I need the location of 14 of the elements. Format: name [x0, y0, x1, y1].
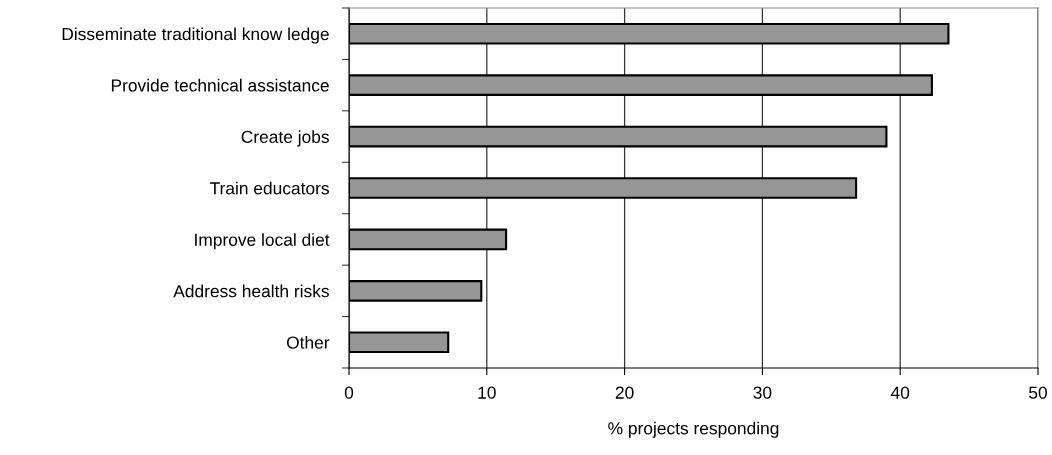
x-tick-label: 30: [753, 386, 772, 399]
y-tick-label: Provide technical assistance: [111, 78, 329, 92]
x-tick-label: 40: [890, 386, 910, 399]
x-axis-title: % projects responding: [608, 421, 779, 438]
y-tick-label: Other: [286, 336, 330, 349]
x-tick-label: 50: [1029, 386, 1047, 399]
x-tick-label: 0: [344, 386, 354, 399]
y-tick-label: Address health risks: [173, 284, 329, 298]
y-tick-label: Train educators: [209, 181, 329, 195]
x-tick-label: 10: [478, 386, 496, 399]
y-tick-label: Create jobs: [241, 130, 329, 147]
y-tick-label: Disseminate traditional know ledge: [62, 27, 329, 44]
y-tick-label: Improve local diet: [195, 233, 330, 250]
x-tick-label: 20: [615, 386, 634, 399]
